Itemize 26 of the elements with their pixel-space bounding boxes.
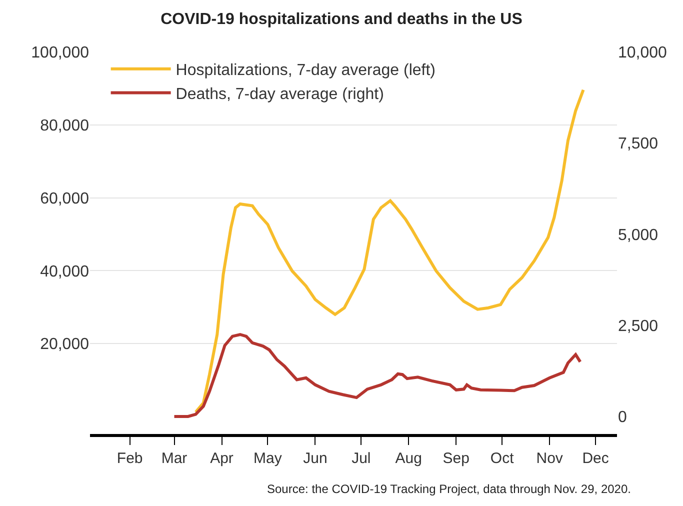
- x-tick-label: May: [254, 450, 282, 467]
- legend-label: Deaths, 7-day average (right): [176, 86, 384, 103]
- y2-tick-label: 5,000: [618, 226, 658, 244]
- x-tick-label: Feb: [116, 450, 143, 467]
- y-tick-label: 80,000: [40, 118, 90, 134]
- x-tick-label: Nov: [536, 450, 564, 467]
- x-tick-label: Dec: [582, 450, 610, 467]
- legend-label: Hospitalizations, 7-day average (left): [176, 62, 436, 80]
- source-note: Source: the COVID-19 Tracking Project, data through Nov. 29, 2020.: [267, 482, 631, 496]
- x-tick-label: Oct: [490, 450, 515, 467]
- x-tick-label: Jun: [303, 450, 328, 467]
- y-tick-label: 60,000: [40, 190, 90, 208]
- y-tick-label: 20,000: [40, 336, 90, 354]
- y-tick-label: 40,000: [40, 263, 90, 280]
- x-tick-label: Jul: [352, 450, 371, 467]
- y-tick-label: 100,000: [31, 44, 90, 62]
- x-tick-label: Sep: [442, 450, 470, 467]
- y2-tick-label: 10,000: [618, 44, 668, 62]
- y2-tick-label: 0: [618, 409, 627, 426]
- x-tick-label: Aug: [395, 450, 422, 467]
- chart-title: COVID-19 hospitalizations and deaths in the US: [160, 10, 523, 28]
- y2-tick-label: 2,500: [618, 318, 658, 335]
- x-tick-label: Mar: [161, 450, 188, 467]
- y2-tick-label: 7,500: [618, 136, 658, 153]
- line-series: [172, 332, 582, 418]
- x-tick-label: Apr: [210, 450, 234, 467]
